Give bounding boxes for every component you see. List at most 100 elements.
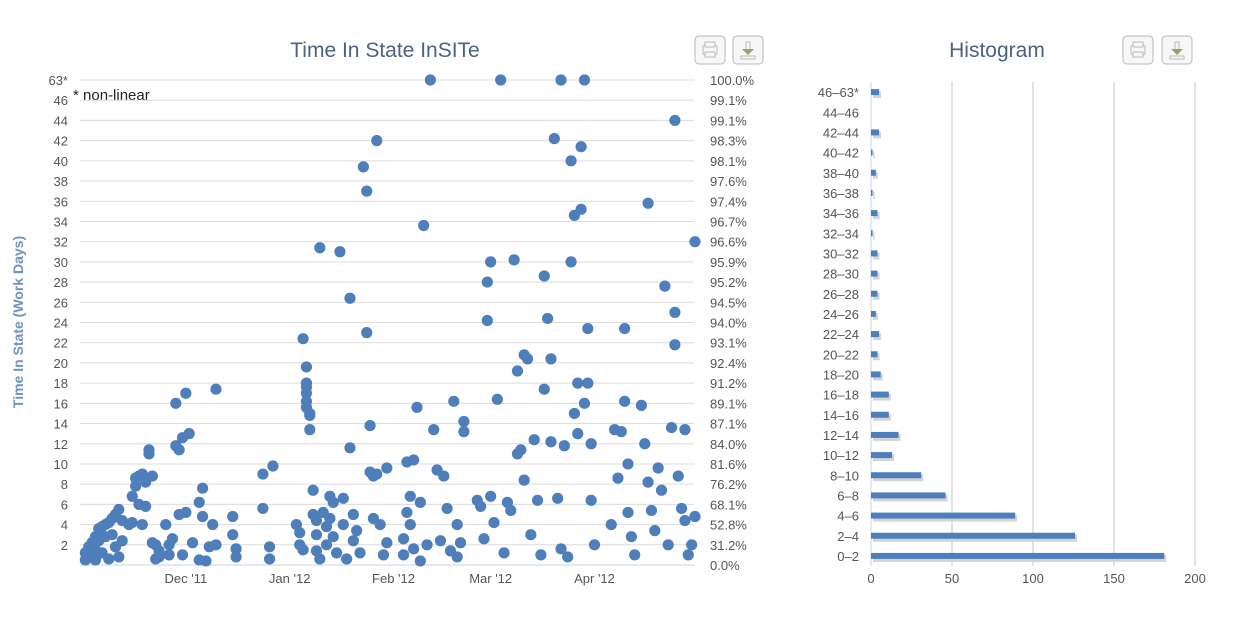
scatter-y-tick-right: 52.8% — [710, 518, 747, 533]
scatter-point — [451, 551, 463, 563]
histogram-category-label: 32–34 — [823, 226, 859, 241]
scatter-point — [113, 551, 125, 563]
histogram-category-label: 38–40 — [823, 166, 859, 181]
scatter-point — [629, 549, 641, 561]
histogram-x-tick: 0 — [867, 571, 874, 586]
histogram-bar — [871, 391, 889, 398]
histogram-download-button[interactable] — [1161, 35, 1193, 65]
scatter-point — [505, 504, 517, 517]
histogram-category-label: 24–26 — [823, 307, 859, 322]
scatter-y-tick-right: 94.0% — [710, 316, 747, 331]
scatter-y-tick: 63* — [48, 73, 68, 88]
histogram-category-label: 6–8 — [837, 488, 859, 503]
scatter-point — [424, 74, 436, 86]
scatter-point — [552, 492, 564, 504]
scatter-point — [126, 516, 138, 529]
scatter-point — [669, 306, 681, 318]
scatter-point — [572, 428, 584, 440]
scatter-point — [414, 555, 426, 567]
scatter-point — [163, 549, 175, 561]
scatter-point — [300, 361, 313, 373]
scatter-point — [176, 549, 189, 561]
scatter-point — [183, 428, 195, 440]
scatter-y-tick-right: 89.1% — [710, 396, 747, 411]
scatter-point — [200, 555, 212, 567]
scatter-point — [428, 424, 440, 436]
scatter-point — [314, 553, 326, 565]
scatter-y-tick: 14 — [54, 417, 68, 432]
scatter-point — [364, 419, 376, 432]
histogram-x-tick: 50 — [945, 571, 959, 586]
scatter-y-tick-right: 96.7% — [710, 214, 747, 229]
download-button[interactable] — [732, 35, 764, 65]
histogram-category-label: 14–16 — [823, 408, 859, 423]
scatter-point — [140, 500, 152, 512]
scatter-point — [263, 553, 276, 565]
scatter-y-tick-right: 68.1% — [710, 497, 747, 512]
print-button[interactable] — [694, 35, 726, 65]
scatter-point — [113, 503, 125, 516]
scatter-point — [538, 270, 550, 282]
scatter-point — [347, 535, 359, 547]
scatter-point — [582, 377, 594, 389]
histogram-grid — [870, 82, 1196, 566]
scatter-point — [481, 276, 493, 288]
scatter-point — [588, 539, 601, 551]
scatter-point — [619, 322, 631, 335]
scatter-title: Time In State InSITe — [290, 39, 479, 62]
scatter-y-tick-right: 84.0% — [710, 437, 747, 452]
scatter-point — [438, 470, 450, 482]
scatter-point — [180, 387, 192, 399]
scatter-point — [622, 506, 634, 519]
histogram-x-tick: 150 — [1103, 571, 1125, 586]
scatter-point — [327, 531, 339, 543]
histogram-category-label: 0–2 — [837, 549, 859, 564]
scatter-point — [397, 533, 410, 545]
scatter-y-tick: 18 — [54, 376, 68, 391]
scatter-point — [488, 516, 500, 529]
scatter-y-tick: 16 — [54, 396, 68, 411]
scatter-point — [371, 468, 383, 480]
histogram-bar — [871, 532, 1076, 539]
histogram-bar — [871, 270, 878, 277]
histogram-bar — [871, 129, 880, 136]
scatter-point — [491, 393, 503, 405]
scatter-x-tick: Dec '11 — [164, 571, 207, 586]
scatter-point — [404, 490, 416, 502]
scatter-y-tick-right: 94.5% — [710, 295, 747, 310]
scatter-point — [307, 484, 319, 496]
histogram-bar — [871, 149, 873, 156]
scatter-point — [689, 236, 701, 248]
scatter-y-tick: 10 — [54, 457, 68, 472]
scatter-y-ticks: 2468101214161820222426283032343638404244… — [48, 73, 68, 553]
scatter-point — [565, 155, 577, 167]
histogram-print-button[interactable] — [1122, 35, 1154, 65]
scatter-point — [508, 254, 520, 266]
histogram-bar — [871, 452, 893, 459]
scatter-point — [304, 409, 316, 422]
scatter-point — [568, 407, 581, 420]
histogram-category-label: 20–22 — [823, 347, 859, 362]
scatter-y-tick-right: 100.0% — [710, 73, 755, 88]
scatter-point — [143, 448, 155, 460]
scatter-point — [263, 541, 276, 553]
histogram-bar — [871, 169, 876, 176]
histogram-x-tick: 200 — [1184, 571, 1206, 586]
histogram-category-label: 26–28 — [823, 287, 859, 302]
scatter-y-tick: 46 — [54, 93, 68, 108]
scatter-point — [545, 353, 557, 365]
scatter-grid — [80, 79, 694, 566]
scatter-point — [341, 553, 353, 565]
histogram-category-label: 2–4 — [837, 529, 859, 544]
scatter-y-tick-right: 99.1% — [710, 113, 747, 128]
histogram-category-label: 8–10 — [830, 468, 859, 483]
scatter-point — [531, 494, 544, 506]
scatter-point — [458, 415, 470, 428]
scatter-point — [180, 506, 192, 519]
histogram-category-label: 42–44 — [823, 125, 859, 140]
histogram-category-label: 40–42 — [823, 146, 859, 161]
scatter-point — [582, 322, 594, 335]
scatter-point — [511, 365, 524, 377]
scatter-point — [434, 535, 447, 547]
